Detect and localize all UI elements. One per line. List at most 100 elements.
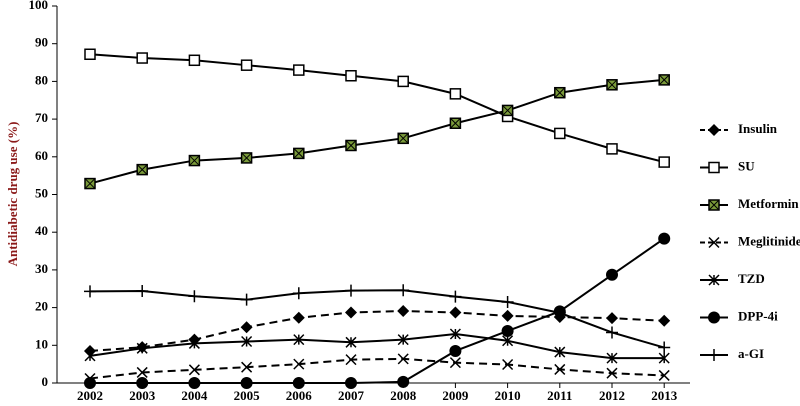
marker-shape xyxy=(136,342,148,354)
marker-shape xyxy=(708,349,720,361)
marker-shape xyxy=(136,285,149,298)
marker-shape xyxy=(188,377,201,389)
marker-shape xyxy=(293,64,305,76)
marker-shape xyxy=(606,268,618,281)
marker xyxy=(293,64,305,76)
marker-shape xyxy=(708,274,720,286)
marker xyxy=(554,363,566,375)
marker xyxy=(84,177,96,190)
marker-shape xyxy=(345,284,357,297)
marker-shape xyxy=(658,232,671,245)
y-tick-label: 30 xyxy=(35,261,48,276)
marker xyxy=(345,377,357,389)
marker xyxy=(345,139,357,152)
marker xyxy=(188,337,200,349)
x-tick-label: 2008 xyxy=(390,388,417,403)
marker xyxy=(708,349,720,361)
marker-shape xyxy=(345,306,357,319)
marker-shape xyxy=(501,295,514,308)
marker-shape xyxy=(293,334,305,346)
marker-shape xyxy=(345,377,357,389)
marker xyxy=(501,104,514,117)
marker-shape xyxy=(658,341,671,354)
marker xyxy=(240,152,253,164)
marker xyxy=(606,268,618,281)
marker-shape xyxy=(449,290,462,303)
marker-shape xyxy=(397,284,410,297)
marker xyxy=(606,326,618,339)
marker-shape xyxy=(345,336,357,348)
marker xyxy=(397,75,409,88)
x-tick-label: 2012 xyxy=(599,388,625,403)
marker-shape xyxy=(554,346,566,358)
marker xyxy=(240,377,253,389)
marker-shape xyxy=(241,335,253,348)
marker-shape xyxy=(708,311,720,324)
marker xyxy=(658,74,670,86)
marker-shape xyxy=(293,148,305,159)
y-tick-label: 90 xyxy=(35,35,48,50)
marker xyxy=(606,312,618,325)
marker xyxy=(84,285,96,298)
x-tick-label: 2002 xyxy=(77,388,103,403)
marker-shape xyxy=(708,161,720,174)
marker-shape xyxy=(84,350,96,362)
marker-shape xyxy=(606,326,618,339)
marker xyxy=(240,293,253,306)
marker xyxy=(188,364,200,376)
marker-shape xyxy=(450,117,461,129)
y-tick-label: 20 xyxy=(35,299,48,314)
legend-label: Insulin xyxy=(738,121,778,136)
marker-shape xyxy=(658,156,670,168)
marker-shape xyxy=(501,309,514,322)
marker xyxy=(553,306,566,319)
marker xyxy=(345,69,357,82)
marker-shape xyxy=(658,74,670,86)
marker-shape xyxy=(136,164,148,175)
marker xyxy=(188,377,201,389)
marker xyxy=(397,132,409,145)
marker xyxy=(345,284,357,297)
marker-shape xyxy=(554,363,566,375)
marker-shape xyxy=(397,353,409,365)
marker xyxy=(606,367,618,379)
legend-label: DPP-4i xyxy=(738,308,778,323)
marker xyxy=(449,357,461,369)
marker xyxy=(449,344,462,357)
marker-shape xyxy=(502,335,514,347)
marker xyxy=(502,358,514,371)
marker xyxy=(708,236,720,249)
y-tick-label: 0 xyxy=(42,374,49,389)
marker-shape xyxy=(84,48,96,61)
marker xyxy=(188,290,201,303)
marker-shape xyxy=(502,105,513,116)
marker-shape xyxy=(397,132,409,144)
marker-shape xyxy=(240,59,253,71)
marker-shape xyxy=(708,124,720,136)
marker-shape xyxy=(292,287,305,300)
marker xyxy=(84,377,96,389)
marker xyxy=(708,199,720,211)
marker xyxy=(397,334,409,346)
y-tick-label: 70 xyxy=(35,110,48,125)
marker xyxy=(136,52,148,64)
marker-shape xyxy=(240,293,253,306)
marker-shape xyxy=(554,87,566,99)
marker xyxy=(136,285,149,298)
y-tick-label: 80 xyxy=(35,72,48,87)
legend-label: SU xyxy=(738,158,755,173)
marker xyxy=(449,328,461,340)
marker xyxy=(292,311,305,324)
marker xyxy=(658,156,670,168)
marker xyxy=(501,324,514,337)
marker xyxy=(606,352,618,364)
x-tick-label: 2011 xyxy=(547,388,572,403)
marker-shape xyxy=(345,140,357,151)
marker xyxy=(501,309,514,322)
marker xyxy=(293,334,305,346)
marker-shape xyxy=(606,352,618,364)
marker xyxy=(658,369,670,381)
x-tick-label: 2006 xyxy=(286,388,313,403)
marker xyxy=(449,88,462,100)
